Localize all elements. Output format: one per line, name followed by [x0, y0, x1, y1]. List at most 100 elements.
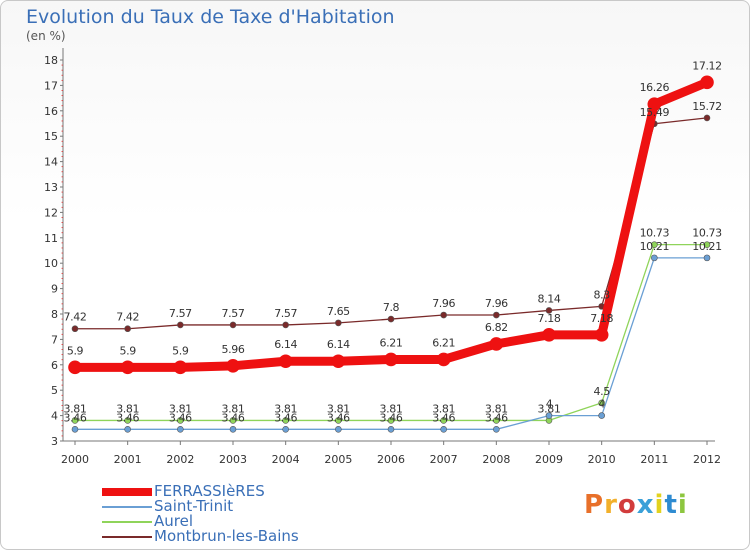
- data-label: 3.46: [432, 411, 455, 424]
- x-tick-label: 2006: [377, 453, 405, 466]
- data-label: 10.73: [640, 227, 670, 240]
- x-tick-label: 2009: [535, 453, 563, 466]
- y-tick-label: 5: [51, 384, 58, 397]
- data-point: [440, 311, 447, 319]
- data-label: 3.46: [327, 411, 350, 424]
- data-point: [229, 321, 237, 329]
- y-tick-label: 8: [51, 308, 58, 321]
- logo-letter: i: [677, 490, 688, 520]
- data-label: 6.21: [432, 336, 455, 349]
- data-point: [647, 97, 662, 111]
- data-label: 3.46: [380, 411, 403, 424]
- y-tick-label: 9: [51, 283, 58, 296]
- data-label: 7.42: [64, 311, 87, 324]
- data-label: 3.46: [222, 411, 245, 424]
- x-tick-label: 2007: [430, 453, 458, 466]
- data-label: 7.8: [383, 301, 400, 314]
- y-tick-label: 7: [51, 333, 58, 346]
- data-label: 6.82: [485, 321, 508, 334]
- logo-letter: i: [654, 490, 665, 520]
- data-point: [177, 321, 184, 329]
- chart-unit: (en %): [26, 29, 66, 43]
- data-point: [335, 319, 342, 327]
- data-label: 3.81: [64, 402, 87, 415]
- data-point: [440, 426, 447, 433]
- data-label: 5.9: [172, 344, 189, 357]
- data-point: [387, 417, 395, 424]
- data-point: [282, 426, 289, 433]
- data-point: [331, 354, 346, 369]
- x-tick-label: 2003: [219, 453, 247, 466]
- y-tick-label: 15: [44, 130, 58, 143]
- y-tick-label: 13: [44, 181, 58, 194]
- data-point: [124, 426, 131, 433]
- data-point: [545, 412, 553, 419]
- legend-label: FERRASSIèRES: [154, 482, 265, 500]
- data-point: [384, 352, 398, 367]
- x-tick-label: 2004: [272, 453, 300, 466]
- data-label: 5.9: [67, 344, 84, 357]
- data-point: [229, 417, 237, 424]
- data-label: 10.21: [692, 240, 722, 253]
- data-label: 7.57: [274, 307, 297, 320]
- data-label: 3.81: [116, 402, 139, 415]
- y-tick-label: 3: [51, 435, 58, 448]
- x-tick-label: 2000: [61, 453, 89, 466]
- data-label: 3.81: [222, 402, 245, 415]
- data-point: [542, 328, 556, 342]
- legend-swatch: [102, 488, 152, 496]
- y-tick-label: 6: [51, 359, 58, 372]
- data-point: [493, 311, 500, 319]
- data-point: [440, 417, 447, 424]
- x-tick-label: 2010: [588, 453, 616, 466]
- data-point: [177, 426, 184, 433]
- data-label: 3.81: [538, 402, 561, 415]
- legend-label: Montbrun-les-Bains: [154, 527, 299, 545]
- data-point: [493, 417, 500, 424]
- data-point: [700, 75, 714, 90]
- y-tick-label: 11: [44, 232, 58, 245]
- data-point: [598, 412, 605, 419]
- data-label: 4: [598, 398, 605, 411]
- data-label: 7.96: [485, 297, 508, 310]
- data-label: 4.5: [594, 385, 611, 398]
- data-label: 6.14: [327, 338, 350, 351]
- data-point: [651, 254, 658, 262]
- proxiti-logo: Proxiti: [584, 490, 688, 520]
- data-label: 8.3: [594, 288, 611, 301]
- y-tick-label: 18: [44, 54, 58, 67]
- data-point: [177, 417, 184, 424]
- x-tick-label: 2002: [166, 453, 194, 466]
- data-label: 16.26: [640, 81, 670, 94]
- data-label: 10.21: [640, 240, 670, 253]
- data-point: [68, 360, 82, 375]
- data-label: 3.81: [485, 402, 508, 415]
- data-label: 3.81: [327, 402, 350, 415]
- data-point: [335, 417, 342, 424]
- data-point: [545, 307, 553, 314]
- data-point: [71, 426, 79, 433]
- data-point: [703, 254, 711, 262]
- y-tick-label: 10: [44, 257, 58, 270]
- y-tick-label: 16: [44, 105, 58, 118]
- data-label: 6.21: [380, 336, 403, 349]
- data-label: 7.57: [222, 307, 245, 320]
- logo-letter: P: [584, 490, 605, 520]
- x-tick-label: 2001: [114, 453, 142, 466]
- data-point: [594, 328, 609, 342]
- data-label: 3.81: [274, 402, 297, 415]
- data-point: [226, 359, 240, 373]
- x-tick-label: 2005: [324, 453, 352, 466]
- data-point: [120, 360, 135, 375]
- data-point: [173, 360, 188, 375]
- data-label: 17.12: [692, 59, 722, 72]
- data-point: [387, 315, 395, 323]
- data-label: 7.42: [116, 311, 139, 324]
- data-point: [703, 114, 711, 122]
- data-label: 3.81: [169, 402, 192, 415]
- data-label: 3.46: [274, 411, 297, 424]
- data-label: 5.96: [222, 343, 245, 356]
- y-tick-label: 17: [44, 79, 58, 92]
- data-label: 3.81: [380, 402, 403, 415]
- data-point: [124, 325, 131, 333]
